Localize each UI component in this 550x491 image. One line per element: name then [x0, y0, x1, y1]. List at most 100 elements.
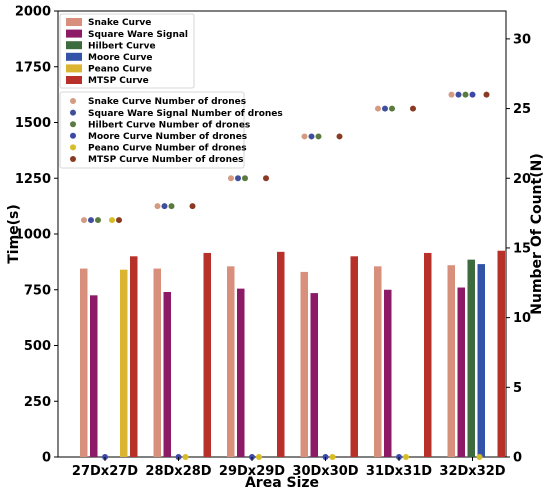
- legend-entry-snake-curve-number-of-drones: Snake Curve Number of drones: [88, 97, 246, 107]
- bar-snake-curve-28dx28d: [153, 268, 161, 457]
- bar-mtsp-curve-27dx27d: [130, 256, 138, 457]
- legend-entry-moore-curve: Moore Curve: [88, 53, 152, 63]
- legend-marker-mtsp-curve-number-of-drones: [70, 156, 76, 162]
- marker-mtsp-curve-number-of-drones-28dx28d: [189, 203, 196, 210]
- x-axis-label: Area Size: [245, 475, 319, 491]
- marker-hilbert-curve-number-of-drones-29dx29d: [242, 175, 248, 182]
- bar-snake-curve-30dx30d: [300, 271, 308, 457]
- bar-square-ware-signal-30dx30d: [310, 293, 318, 457]
- legend-entry-peano-curve-number-of-drones: Peano Curve Number of drones: [88, 144, 247, 154]
- bar-square-ware-signal-32dx32d: [457, 287, 465, 457]
- y-tick-label: 500: [24, 339, 51, 354]
- x-tick-label: 29Dx29D: [219, 464, 285, 479]
- legend-drones: Snake Curve Number of drones Square Ware …: [59, 91, 283, 169]
- y-tick-label: 250: [24, 395, 51, 410]
- marker-moore-curve-number-of-drones-32dx32d: [469, 91, 476, 98]
- legend-entry-mtsp-curve: MTSP Curve: [88, 76, 149, 86]
- y-axis-label: Time(s): [6, 204, 22, 264]
- legend-entry-moore-curve-number-of-drones: Moore Curve Number of drones: [88, 132, 247, 142]
- y2-tick-label: 0: [513, 451, 522, 466]
- bar-snake-curve-32dx32d: [447, 265, 455, 457]
- bar-peano-curve-27dx27d: [120, 269, 128, 457]
- y2-axis-ticks: 0 5 10 15 20 25 30: [506, 32, 531, 466]
- marker-peano-curve-number-of-drones-31dx31d: [403, 454, 409, 460]
- marker-hilbert-curve-number-of-drones-32dx32d: [462, 91, 469, 98]
- legend-entry-peano-curve: Peano Curve: [88, 65, 152, 75]
- marker-peano-curve-number-of-drones-28dx28d: [182, 454, 189, 460]
- y-tick-label: 0: [42, 451, 51, 466]
- legend-entry-mtsp-curve-number-of-drones: MTSP Curve Number of drones: [88, 155, 243, 165]
- legend-swatch-moore-curve: [66, 52, 82, 61]
- legend-entry-square-ware-signal-number-of-drones: Square Ware Signal Number of drones: [88, 109, 283, 119]
- marker-hilbert-curve-number-of-drones-31dx31d: [389, 105, 395, 112]
- marker-peano-curve-number-of-drones-30dx30d: [329, 454, 336, 460]
- legend-entry-hilbert-curve-number-of-drones: Hilbert Curve Number of drones: [88, 120, 250, 130]
- y-tick-label: 1500: [15, 116, 51, 131]
- y2-tick-label: 20: [513, 172, 531, 187]
- legend-time-box: [59, 13, 195, 89]
- bar-square-ware-signal-27dx27d: [90, 295, 98, 457]
- marker-mtsp-curve-number-of-drones-31dx31d: [410, 105, 416, 112]
- y-tick-label: 1250: [15, 172, 51, 187]
- marker-mtsp-curve-number-of-drones-32dx32d: [483, 91, 490, 98]
- bar-snake-curve-29dx29d: [227, 266, 235, 457]
- y-tick-label: 1000: [15, 228, 51, 243]
- bar-hilbert-curve-32dx32d: [467, 259, 475, 457]
- y2-tick-label: 15: [513, 241, 531, 256]
- y2-tick-label: 10: [513, 311, 531, 326]
- legend-marker-snake-curve-number-of-drones: [70, 98, 76, 104]
- marker-mtsp-curve-number-of-drones-29dx29d: [263, 175, 269, 182]
- x-tick-label: 27Dx27D: [72, 464, 138, 479]
- bar-mtsp-curve-30dx30d: [350, 256, 358, 457]
- drone-count-markers: [81, 91, 490, 460]
- bar-mtsp-curve-29dx29d: [277, 251, 285, 457]
- x-tick-label: 30Dx30D: [292, 464, 358, 479]
- y2-tick-label: 30: [513, 32, 531, 47]
- y-tick-label: 2000: [15, 5, 51, 20]
- marker-snake-curve-number-of-drones-27dx27d: [81, 217, 87, 224]
- legend-swatch-mtsp-curve: [66, 76, 82, 84]
- marker-peano-curve-number-of-drones-29dx29d: [256, 454, 262, 460]
- marker-snake-curve-number-of-drones-28dx28d: [154, 203, 161, 210]
- bar-snake-curve-27dx27d: [80, 268, 88, 457]
- y2-tick-label: 25: [513, 102, 531, 117]
- legend-swatch-snake-curve: [66, 18, 82, 26]
- marker-peano-curve-number-of-drones-32dx32d: [476, 454, 483, 460]
- marker-hilbert-curve-number-of-drones-28dx28d: [168, 203, 175, 210]
- bar-square-ware-signal-31dx31d: [384, 289, 392, 457]
- bar-moore-curve-32dx32d: [477, 264, 485, 457]
- legend-entry-hilbert-curve: Hilbert Curve: [88, 41, 156, 51]
- marker-square-ware-signal-number-of-drones-29dx29d: [235, 175, 241, 182]
- legend-marker-hilbert-curve-number-of-drones: [70, 121, 76, 128]
- marker-mtsp-curve-number-of-drones-27dx27d: [116, 217, 122, 224]
- marker-hilbert-curve-number-of-drones-27dx27d: [95, 217, 101, 224]
- bars-layer: [80, 250, 505, 457]
- legend-swatch-square-ware-signal: [66, 29, 82, 38]
- bar-mtsp-curve-31dx31d: [424, 252, 432, 457]
- marker-snake-curve-number-of-drones-31dx31d: [375, 105, 381, 112]
- bar-square-ware-signal-29dx29d: [237, 288, 245, 457]
- legend-marker-moore-curve-number-of-drones: [70, 132, 76, 139]
- y-tick-label: 750: [24, 283, 51, 298]
- marker-square-ware-signal-number-of-drones-31dx31d: [382, 105, 388, 112]
- x-tick-label: 31Dx31D: [366, 464, 432, 479]
- bar-mtsp-curve-28dx28d: [203, 252, 211, 457]
- legend-swatch-hilbert-curve: [66, 41, 82, 50]
- legend-drones-box: [59, 91, 245, 169]
- legend-swatch-peano-curve: [66, 64, 82, 73]
- legend-marker-square-ware-signal-number-of-drones: [70, 109, 76, 116]
- y2-tick-label: 5: [513, 381, 522, 396]
- marker-hilbert-curve-number-of-drones-30dx30d: [315, 133, 322, 140]
- y-tick-label: 1750: [15, 60, 51, 75]
- marker-snake-curve-number-of-drones-30dx30d: [301, 133, 308, 140]
- marker-square-ware-signal-number-of-drones-28dx28d: [161, 203, 168, 210]
- legend-marker-peano-curve-number-of-drones: [70, 144, 76, 151]
- bar-square-ware-signal-28dx28d: [163, 291, 171, 457]
- bar-mtsp-curve-32dx32d: [497, 250, 505, 457]
- x-axis-ticks: 27Dx27D 28Dx28D 29Dx29D 30Dx30D 31Dx31D 32Dx3…: [72, 457, 506, 479]
- legend-entry-square-ware-signal: Square Ware Signal: [88, 30, 188, 40]
- y-axis-ticks: 0 250 500 750 1000 1250 1500 1750 2000: [15, 5, 58, 466]
- bar-snake-curve-31dx31d: [374, 266, 382, 457]
